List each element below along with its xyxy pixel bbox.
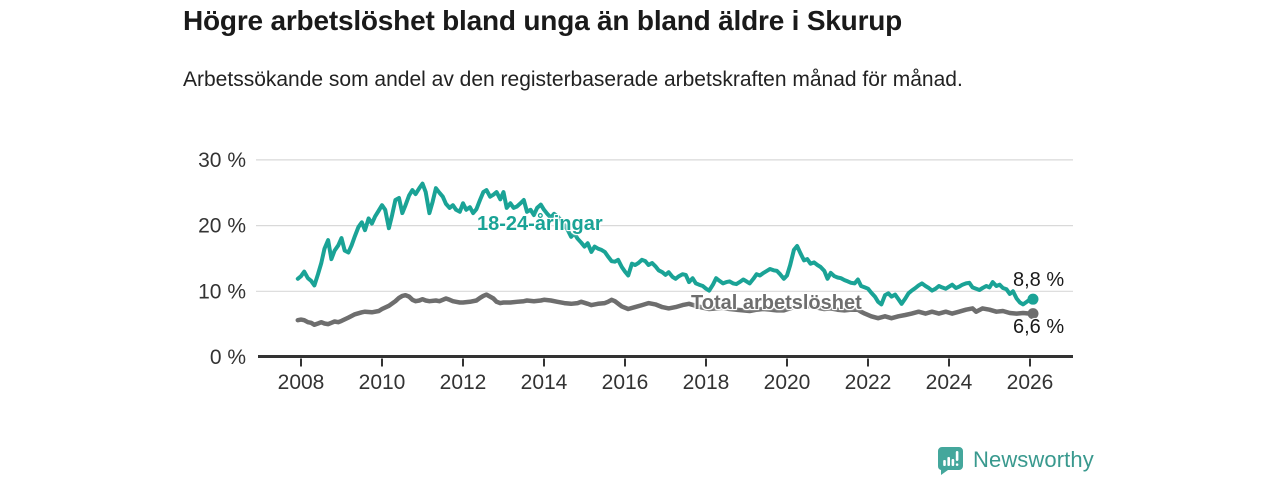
end-value-label-18-24: 8,8 %: [1013, 269, 1065, 291]
x-tick-label-2020: 2020: [764, 371, 811, 394]
x-tick-label-2018: 2018: [683, 371, 730, 394]
x-tick-label-2026: 2026: [1007, 371, 1054, 394]
x-tick-label-2012: 2012: [440, 371, 487, 394]
newsworthy-bar-chart-speech-bubble-icon: [937, 447, 963, 475]
y-tick-label-10: 10 %: [198, 280, 246, 303]
y-tick-label-0: 0 %: [210, 346, 246, 369]
end-value-label-total: 6,6 %: [1013, 316, 1065, 338]
newsworthy-logo-text: Newsworthy: [973, 447, 1094, 472]
series-label-total-arbetsloshet: Total arbetslöshet: [691, 292, 862, 314]
chart-subtitle: Arbetssökande som andel av den registerb…: [183, 68, 963, 91]
x-tick-label-2008: 2008: [278, 371, 325, 394]
chart-title: Högre arbetslöshet bland unga än bland ä…: [183, 5, 903, 36]
series-endpoint-dot-18-24-ringar: [1027, 293, 1039, 305]
y-tick-label-30: 30 %: [198, 149, 246, 172]
x-tick-label-2014: 2014: [521, 371, 568, 394]
x-tick-label-2024: 2024: [926, 371, 973, 394]
x-tick-label-2010: 2010: [359, 371, 406, 394]
x-tick-label-2022: 2022: [845, 371, 892, 394]
series-line-18-24-ringar: [295, 181, 1032, 307]
series-line-total-arbetsl-shet: [295, 292, 1033, 328]
series-label-18-24-aringar: 18-24-åringar: [477, 213, 603, 235]
y-tick-label-20: 20 %: [198, 215, 246, 238]
x-tick-label-2016: 2016: [602, 371, 649, 394]
series-endpoint-dot-total-arbetsl-shet: [1027, 308, 1039, 320]
newsworthy-logo: Newsworthy: [936, 445, 1094, 475]
